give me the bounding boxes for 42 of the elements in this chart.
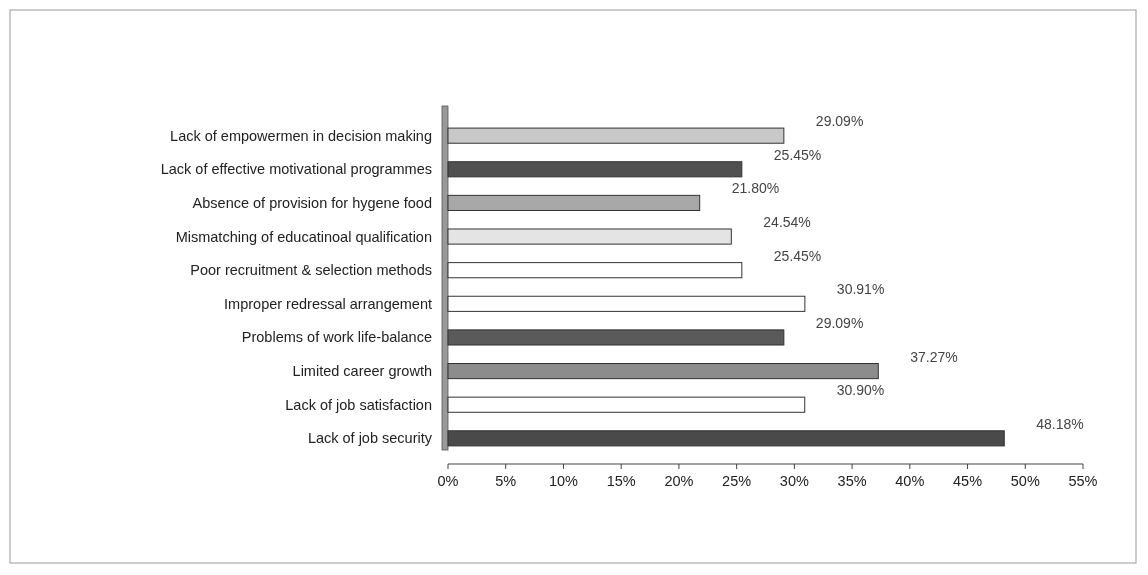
bar bbox=[447, 396, 806, 413]
x-tick-label: 40% bbox=[895, 473, 925, 489]
bar bbox=[447, 430, 1005, 447]
data-label: 30.91% bbox=[836, 281, 885, 298]
bar bbox=[447, 329, 785, 346]
bar bbox=[447, 161, 743, 178]
x-tick-label: 55% bbox=[1068, 473, 1098, 489]
bar bbox=[447, 127, 785, 144]
y-tick-label: Lack of effective motivational programmes bbox=[160, 161, 432, 178]
y-tick-label: Limited career growth bbox=[292, 363, 432, 380]
data-label: 37.27% bbox=[910, 348, 958, 365]
x-tick-label: 20% bbox=[664, 473, 694, 489]
data-label: 25.45% bbox=[773, 146, 822, 163]
x-tick-label: 45% bbox=[953, 473, 983, 489]
bar bbox=[447, 228, 732, 245]
x-tick-label: 0% bbox=[437, 473, 459, 489]
x-tick-label: 10% bbox=[548, 473, 579, 489]
x-tick-label: 25% bbox=[722, 473, 752, 489]
data-label: 30.90% bbox=[836, 382, 885, 399]
y-tick-label: Improper redressal arrangement bbox=[224, 295, 432, 312]
y-tick-label: Lack of job security bbox=[307, 430, 433, 447]
bar bbox=[447, 262, 743, 279]
x-tick-label: 5% bbox=[495, 473, 517, 489]
data-label: 21.80% bbox=[731, 180, 780, 197]
y-tick-label: Absence of provision for hygene food bbox=[192, 194, 432, 211]
y-tick-label: Lack of job satisfaction bbox=[285, 396, 432, 413]
bar bbox=[447, 363, 879, 380]
data-label: 25.45% bbox=[773, 247, 822, 264]
x-tick-label: 30% bbox=[779, 473, 809, 489]
x-tick-label: 50% bbox=[1010, 473, 1040, 489]
bar bbox=[447, 295, 806, 312]
y-tick-label: Problems of work life-balance bbox=[241, 329, 432, 346]
bar bbox=[447, 194, 701, 211]
data-label: 29.09% bbox=[815, 314, 864, 331]
x-tick-label: 35% bbox=[837, 473, 867, 489]
y-tick-label: Lack of empowermen in decision making bbox=[170, 127, 432, 144]
data-label: 24.54% bbox=[763, 213, 811, 230]
y-tick-label: Poor recruitment & selection methods bbox=[190, 262, 432, 279]
data-label: 29.09% bbox=[815, 113, 864, 130]
y-tick-label: Mismatching of educatinoal qualification bbox=[175, 228, 432, 245]
x-tick-label: 15% bbox=[606, 473, 636, 489]
data-label: 48.18% bbox=[1036, 415, 1084, 432]
